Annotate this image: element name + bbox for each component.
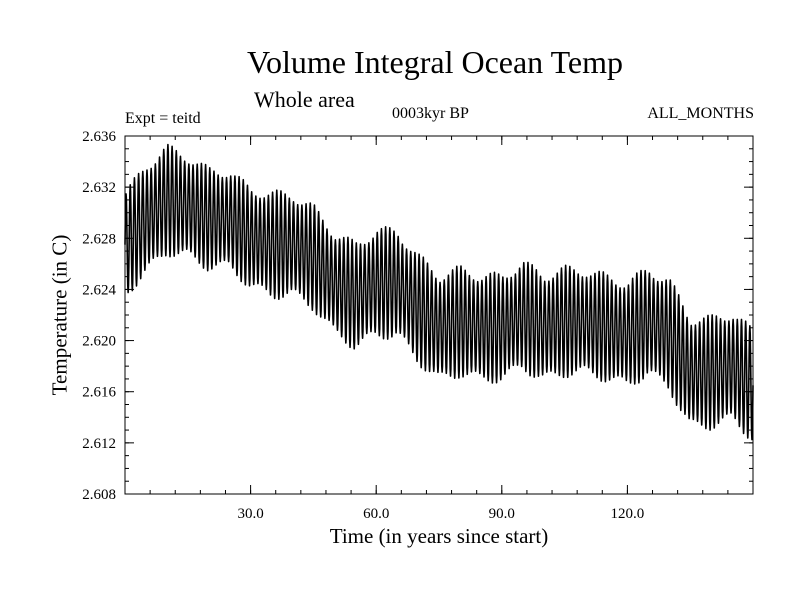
series-layer (124, 143, 754, 441)
y-tick-label: 2.612 (82, 436, 116, 452)
axes-layer: 2.608 2.612 2.616 2.620 2.624 2.628 2.632 2.636… (82, 129, 754, 522)
x-tick-label: 90.0 (489, 506, 515, 522)
y-tick-label: 2.608 (82, 487, 116, 503)
chart-title: Volume Integral Ocean Temp (246, 44, 623, 80)
series-line (124, 143, 754, 441)
experiment-label: Expt = teitd (125, 110, 201, 127)
y-tick-label: 2.632 (82, 180, 116, 196)
x-tick-label: 120.0 (611, 506, 645, 522)
months-label: ALL_MONTHS (647, 105, 754, 122)
x-tick-label: 30.0 (237, 506, 263, 522)
chart-subtitle: Whole area (254, 87, 355, 112)
x-tick-label: 60.0 (363, 506, 389, 522)
y-tick-label: 2.624 (82, 282, 116, 298)
y-tick-label: 2.616 (82, 385, 116, 401)
period-label: 0003kyr BP (392, 105, 469, 122)
y-tick-label: 2.628 (82, 231, 116, 247)
y-tick-label: 2.636 (82, 129, 116, 145)
y-tick-label: 2.620 (82, 334, 116, 350)
x-axis-label: Time (in years since start) (329, 524, 549, 548)
